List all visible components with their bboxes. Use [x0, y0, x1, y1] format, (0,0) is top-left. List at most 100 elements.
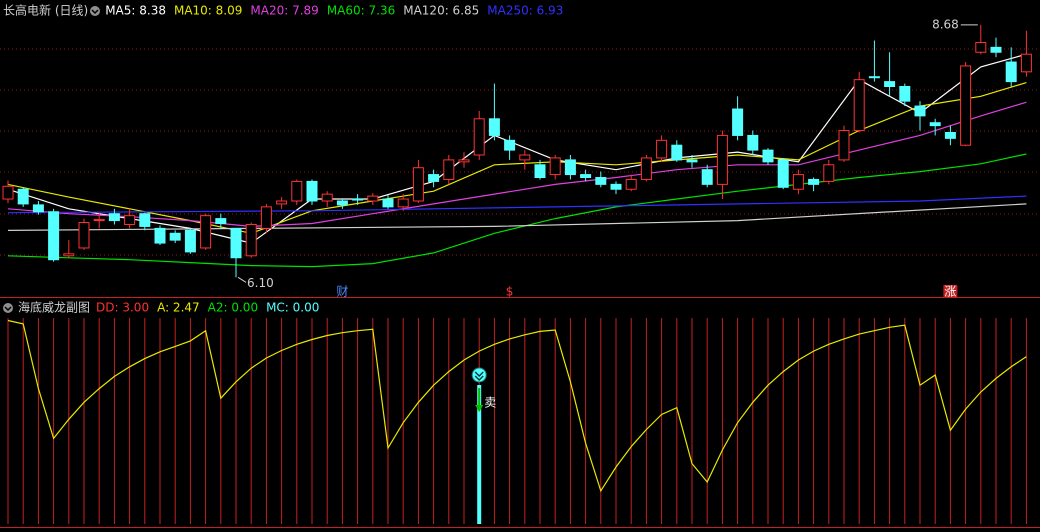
candle-body	[184, 229, 196, 253]
candle-body	[215, 218, 227, 225]
candle-body	[595, 177, 607, 185]
candle-body	[792, 174, 804, 190]
candle-body	[564, 159, 576, 176]
legend-entry: A2: 0.00	[208, 301, 258, 315]
candle-body	[412, 167, 424, 202]
candle-body	[884, 81, 896, 87]
ma-line	[7, 53, 1027, 244]
candle-body	[762, 149, 774, 163]
menu-icon[interactable]	[3, 303, 13, 313]
candle-body	[944, 131, 956, 139]
candle-body	[671, 144, 683, 161]
candle-body	[48, 211, 60, 261]
candle-body	[823, 164, 835, 182]
high-label: 8.68	[932, 17, 959, 31]
candle-body	[473, 118, 485, 156]
signal-chevron	[474, 371, 484, 382]
candle-body	[2, 185, 14, 200]
candle-body	[868, 76, 880, 79]
candle-body	[443, 159, 455, 180]
candle-body	[656, 139, 668, 159]
candle-body	[154, 227, 166, 244]
candle-body	[230, 227, 242, 259]
legend-entry: A: 2.47	[157, 301, 200, 315]
ma-line	[7, 203, 1027, 231]
candle-body	[1005, 61, 1017, 83]
candle-body	[382, 198, 394, 208]
event-label: 财	[336, 285, 348, 299]
candle-body	[397, 198, 409, 208]
candle-body	[336, 200, 348, 206]
legend-entry: MA5: 8.38	[105, 4, 166, 18]
ma-line	[7, 101, 1027, 228]
candle-body	[63, 253, 75, 257]
candle-body	[732, 108, 744, 136]
event-badge	[943, 285, 958, 298]
grid	[0, 48, 1040, 256]
candle-body	[975, 41, 987, 53]
candle-body	[78, 222, 90, 249]
legend-entry: MA20: 7.89	[250, 4, 318, 18]
candle-body	[625, 178, 637, 190]
candle-body	[139, 213, 151, 227]
candle-body	[291, 180, 303, 202]
candle-body	[747, 134, 759, 151]
chart-title: 长高电新 (日线)	[3, 3, 88, 18]
candle-body	[169, 232, 181, 241]
candle-body	[488, 118, 500, 136]
event-label: $	[506, 285, 514, 299]
candle-body	[899, 86, 911, 102]
legend-entry: MA60: 7.36	[327, 4, 395, 18]
candle-body	[321, 193, 333, 202]
candle-body	[367, 195, 379, 202]
candle-body	[640, 157, 652, 180]
candle-body	[610, 183, 622, 190]
candle-body	[686, 159, 698, 163]
candle-body	[960, 65, 972, 146]
candle-body	[808, 178, 820, 185]
candle-body	[853, 79, 865, 132]
legend-entry: DD: 3.00	[96, 301, 149, 315]
candle-body	[428, 174, 440, 182]
candle-body	[260, 206, 272, 229]
low-pointer	[237, 276, 247, 283]
candle-body	[534, 164, 546, 179]
candle-body	[990, 46, 1002, 53]
menu-icon[interactable]	[90, 6, 100, 16]
candle-body	[838, 130, 850, 161]
candle-body	[17, 188, 29, 205]
candle-body	[245, 223, 257, 257]
legend-entry: MC: 0.00	[266, 301, 319, 315]
legend-entry: MA250: 6.93	[487, 4, 563, 18]
low-label: 6.10	[247, 276, 274, 290]
event-label: 涨	[944, 284, 956, 299]
candle-body	[32, 204, 44, 213]
candle-body	[352, 198, 364, 201]
signal-label: 卖	[484, 396, 496, 410]
candle-body	[914, 105, 926, 117]
candle-body	[108, 213, 120, 222]
signal-arrowhead	[475, 405, 484, 412]
candle-body	[124, 215, 136, 225]
candle-body	[276, 200, 288, 205]
candle-body	[701, 169, 713, 185]
legend-entry: MA10: 8.09	[174, 4, 242, 18]
candle-body	[519, 154, 531, 161]
candle-body	[458, 159, 470, 163]
candle-body	[504, 139, 516, 151]
candle-body	[777, 159, 789, 188]
candle-body	[93, 219, 105, 222]
legend-entry: MA120: 6.85	[403, 4, 479, 18]
candle-body	[580, 174, 592, 179]
candle-body	[1020, 53, 1032, 73]
candle-body	[929, 122, 941, 127]
candle-body	[549, 157, 561, 176]
candle-body	[716, 134, 728, 185]
candle-body	[306, 180, 318, 202]
indicator-line	[7, 319, 1027, 493]
ma-line	[7, 195, 1027, 214]
subchart-title: 海底威龙副图	[18, 300, 90, 315]
candle-body	[200, 215, 212, 249]
